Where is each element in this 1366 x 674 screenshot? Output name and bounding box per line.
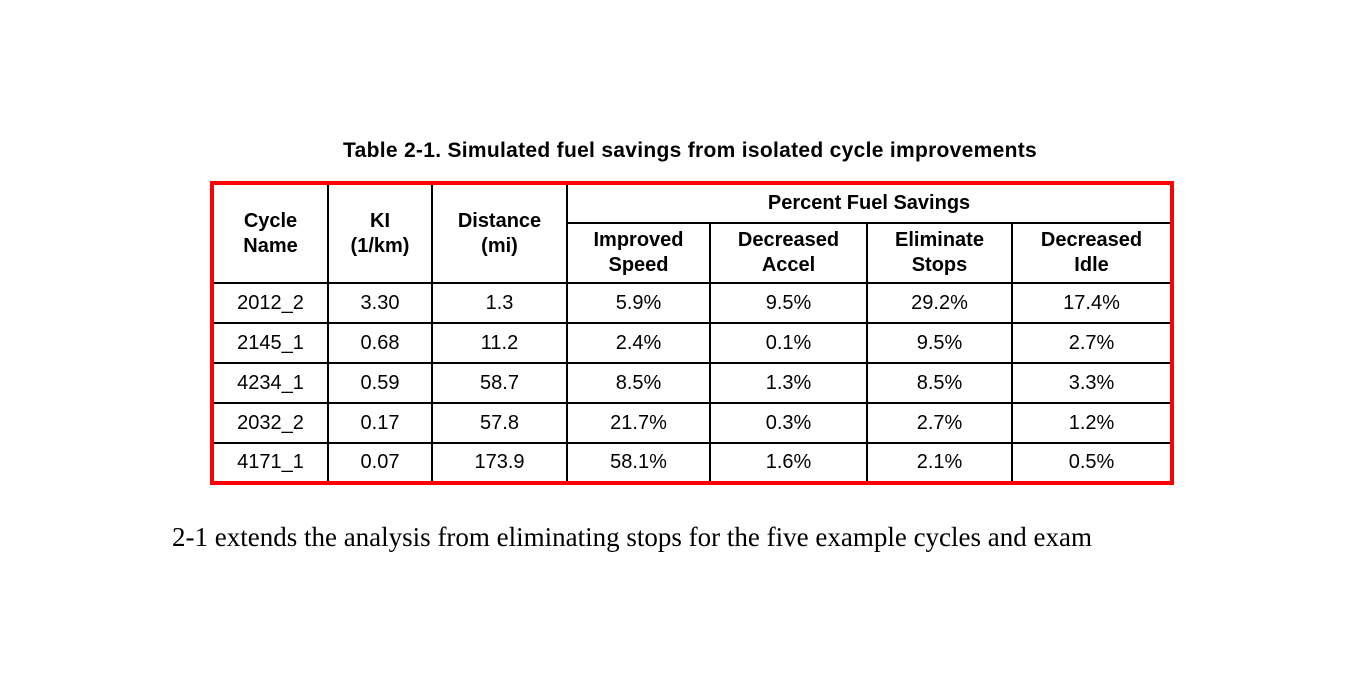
fuel-savings-table: Cycle Name KI (1/km) Distance (mi) Perce… [210,181,1175,485]
table-cell-decreased-accel: 1.3% [709,362,868,404]
table-cell-distance: 173.9 [431,442,568,484]
table-cell-improved-speed: 21.7% [566,402,711,444]
table-cell-distance: 58.7 [431,362,568,404]
table-cell-improved-speed: 5.9% [566,282,711,324]
table-cell-decreased-accel: 0.1% [709,322,868,364]
table-cell-improved-speed: 58.1% [566,442,711,484]
table-cell-decreased-idle: 0.5% [1010,442,1174,484]
table-cell-eliminate-stops: 2.1% [866,442,1013,484]
header-row-group: Cycle Name KI (1/km) Distance (mi) Perce… [211,182,1174,284]
column-header-cycle-name: Cycle Name [211,182,329,284]
table-row: 2145_1 0.68 11.2 2.4% 0.1% 9.5% 2.7% [211,322,1174,364]
table-cell-improved-speed: 8.5% [566,362,711,404]
table-cell-decreased-accel: 1.6% [709,442,868,484]
table-cell-cycle-name: 2032_2 [211,402,329,444]
table-cell-cycle-name: 4234_1 [211,362,329,404]
table-cell-decreased-accel: 9.5% [709,282,868,324]
table-cell-ki: 0.07 [327,442,433,484]
table-cell-distance: 57.8 [431,402,568,444]
column-group-header-percent-fuel-savings: Percent Fuel Savings [565,182,1174,224]
header-row-sub: Improved Speed Decreased Accel Eliminate… [212,222,1174,284]
table-cell-ki: 0.68 [327,322,433,364]
column-header-distance: Distance (mi) [431,182,568,284]
table-cell-decreased-idle: 2.7% [1010,322,1174,364]
table-caption: Table 2-1. Simulated fuel savings from i… [343,139,1037,162]
table-cell-distance: 11.2 [431,322,568,364]
table-cell-decreased-idle: 17.4% [1010,282,1174,324]
table-cell-improved-speed: 2.4% [566,322,711,364]
column-header-decreased-accel: Decreased Accel [709,222,868,284]
column-header-improved-speed: Improved Speed [566,222,711,284]
table-cell-decreased-idle: 3.3% [1010,362,1174,404]
table-row: 2032_2 0.17 57.8 21.7% 0.3% 2.7% 1.2% [211,402,1174,444]
table-cell-eliminate-stops: 2.7% [866,402,1013,444]
table-cell-ki: 3.30 [327,282,433,324]
body-text: 2-1 extends the analysis from eliminatin… [172,522,1092,552]
table-cell-distance: 1.3 [431,282,568,324]
column-header-eliminate-stops: Eliminate Stops [866,222,1013,284]
table-row: 2012_2 3.30 1.3 5.9% 9.5% 29.2% 17.4% [211,282,1174,324]
table-row: 4234_1 0.59 58.7 8.5% 1.3% 8.5% 3.3% [211,362,1174,404]
table-cell-decreased-idle: 1.2% [1010,402,1174,444]
table-cell-eliminate-stops: 29.2% [866,282,1013,324]
table-cell-eliminate-stops: 9.5% [866,322,1013,364]
table-cell-cycle-name: 4171_1 [211,442,329,484]
table-cell-ki: 0.59 [327,362,433,404]
table-row: 4171_1 0.07 173.9 58.1% 1.6% 2.1% 0.5% [211,442,1174,484]
table-cell-decreased-accel: 0.3% [709,402,868,444]
column-header-ki: KI (1/km) [327,182,433,284]
table-cell-ki: 0.17 [327,402,433,444]
column-header-decreased-idle: Decreased Idle [1010,222,1174,284]
table-cell-cycle-name: 2145_1 [211,322,329,364]
table-cell-cycle-name: 2012_2 [211,282,329,324]
table-cell-eliminate-stops: 8.5% [866,362,1013,404]
